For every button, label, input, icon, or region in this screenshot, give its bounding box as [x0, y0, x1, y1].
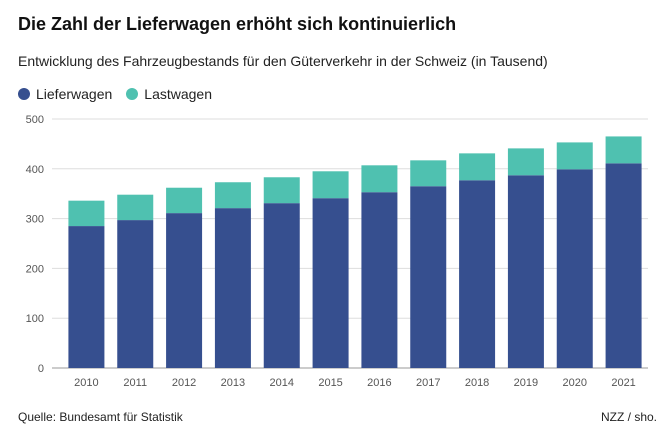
bar-lastwagen-2019 — [507, 148, 544, 176]
bar-lastwagen-2015 — [312, 171, 349, 199]
x-tick-label-2018: 2018 — [465, 377, 489, 389]
bar-lastwagen-2017 — [410, 160, 447, 187]
x-tick-label-2021: 2021 — [611, 377, 635, 389]
legend: Lieferwagen Lastwagen — [18, 86, 212, 102]
y-tick-label-0: 0 — [38, 363, 44, 375]
bar-lieferwagen-2012 — [166, 213, 203, 368]
credit-note: NZZ / sho. — [600, 410, 657, 424]
x-tick-label-2011: 2011 — [123, 377, 147, 389]
x-tick-label-2010: 2010 — [74, 377, 98, 389]
bar-lieferwagen-2017 — [410, 186, 447, 368]
legend-item-lieferwagen: Lieferwagen — [18, 86, 112, 102]
x-tick-label-2016: 2016 — [367, 377, 391, 389]
x-tick-label-2020: 2020 — [563, 377, 587, 389]
y-tick-label-300: 300 — [26, 214, 44, 226]
x-tick-label-2013: 2013 — [221, 377, 245, 389]
legend-swatch-lieferwagen — [18, 88, 30, 100]
legend-label-lieferwagen: Lieferwagen — [36, 86, 113, 102]
x-tick-label-2019: 2019 — [514, 377, 538, 389]
bar-lieferwagen-2019 — [507, 175, 544, 368]
bar-lastwagen-2011 — [117, 194, 154, 221]
bar-lastwagen-2010 — [68, 200, 105, 227]
source-note: Quelle: Bundesamt für Statistik — [18, 410, 183, 424]
bar-lastwagen-2013 — [214, 182, 251, 209]
bar-lieferwagen-2016 — [361, 192, 398, 368]
bar-lieferwagen-2013 — [214, 208, 251, 368]
bar-lieferwagen-2015 — [312, 198, 349, 368]
legend-item-lastwagen: Lastwagen — [126, 86, 212, 102]
bar-lastwagen-2016 — [361, 165, 398, 193]
x-tick-label-2014: 2014 — [270, 377, 294, 389]
x-tick-label-2017: 2017 — [416, 377, 440, 389]
bar-lieferwagen-2018 — [459, 180, 496, 368]
bar-lieferwagen-2010 — [68, 226, 105, 368]
bar-lieferwagen-2011 — [117, 220, 154, 368]
y-tick-label-200: 200 — [26, 263, 44, 275]
bar-lastwagen-2018 — [459, 153, 496, 181]
y-tick-label-100: 100 — [26, 313, 44, 325]
bar-lastwagen-2020 — [556, 142, 593, 170]
x-tick-label-2015: 2015 — [318, 377, 342, 389]
bar-lastwagen-2012 — [166, 187, 203, 214]
legend-swatch-lastwagen — [126, 88, 139, 100]
x-tick-label-2012: 2012 — [172, 377, 196, 389]
y-tick-label-400: 400 — [26, 164, 44, 176]
legend-label-lastwagen: Lastwagen — [144, 86, 212, 102]
bar-lastwagen-2021 — [605, 136, 642, 164]
chart-subtitle: Entwicklung des Fahrzeugbestands für den… — [18, 53, 548, 69]
bar-lieferwagen-2014 — [263, 203, 300, 368]
bar-lastwagen-2014 — [263, 177, 300, 204]
bar-lieferwagen-2021 — [605, 163, 642, 368]
chart-title: Die Zahl der Lieferwagen erhöht sich kon… — [18, 14, 457, 34]
bar-lieferwagen-2020 — [556, 169, 593, 368]
y-tick-label-500: 500 — [26, 114, 44, 126]
